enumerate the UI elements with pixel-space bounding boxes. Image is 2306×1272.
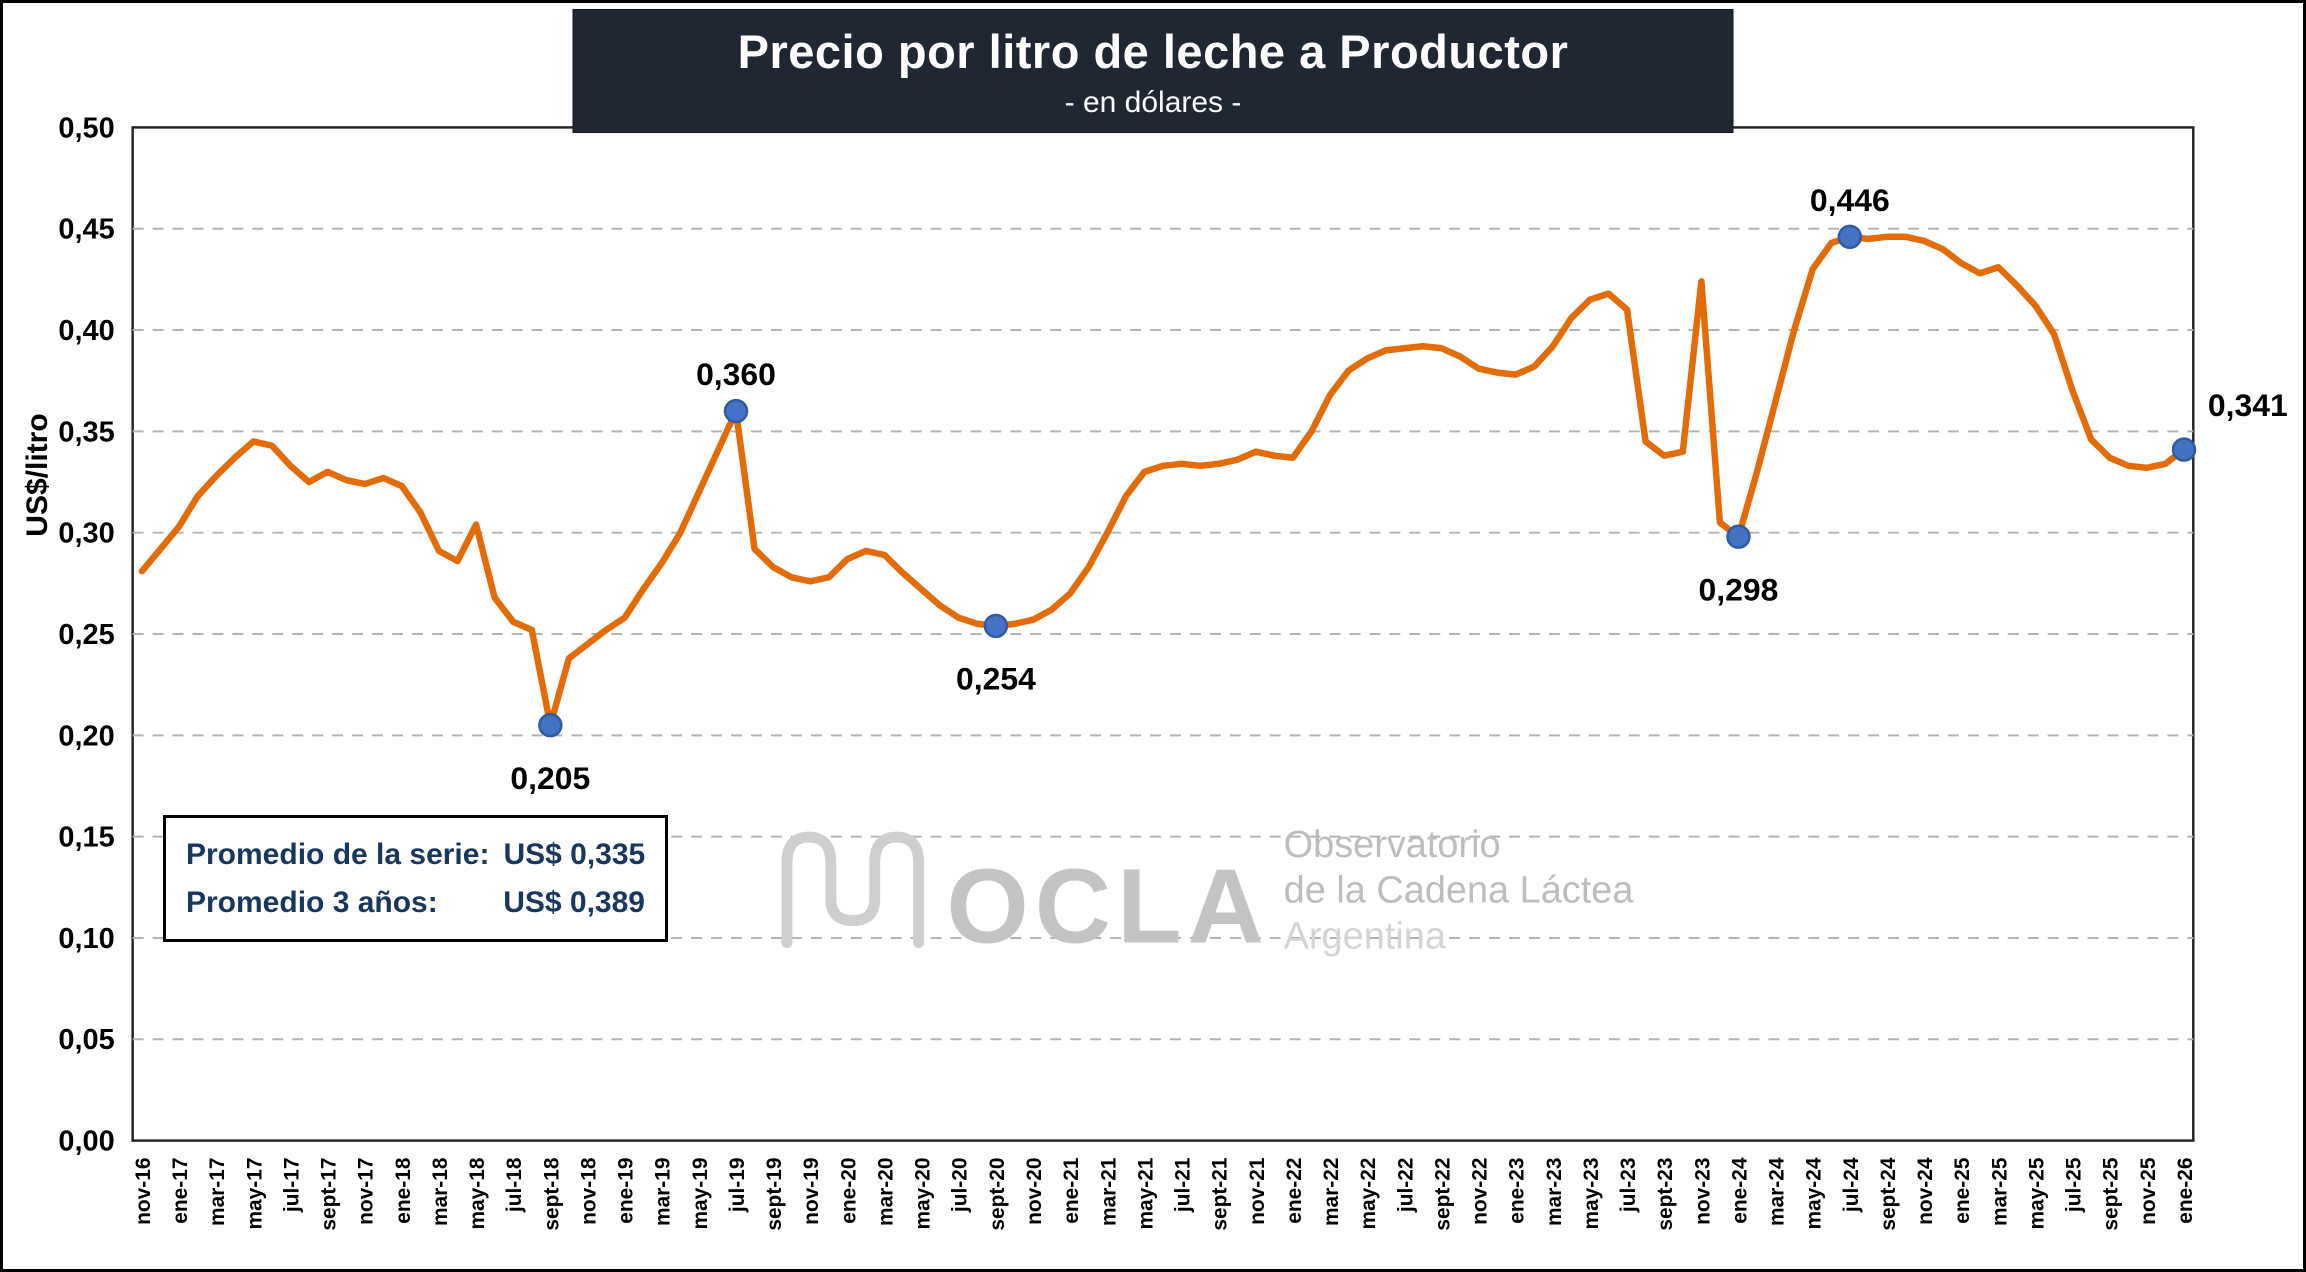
x-tick-label: nov-16 bbox=[132, 1158, 155, 1225]
y-tick-label: 0,30 bbox=[58, 518, 114, 550]
x-tick-label: mar-22 bbox=[1320, 1158, 1343, 1227]
x-tick-label: ene-22 bbox=[1283, 1158, 1306, 1224]
x-tick-label: sept-23 bbox=[1654, 1158, 1677, 1231]
x-tick-label: nov-23 bbox=[1691, 1158, 1714, 1225]
x-tick-label: nov-20 bbox=[1023, 1158, 1046, 1225]
data-point-marker bbox=[723, 398, 749, 424]
data-point-marker bbox=[2171, 437, 2197, 462]
x-tick-label: jul-24 bbox=[1840, 1157, 1863, 1213]
x-tick-label: jul-19 bbox=[726, 1158, 749, 1214]
x-tick-label: sept-25 bbox=[2100, 1157, 2123, 1230]
y-tick-label: 0,25 bbox=[58, 619, 114, 651]
x-tick-label: mar-18 bbox=[429, 1158, 452, 1227]
y-tick-label: 0,05 bbox=[58, 1024, 114, 1056]
watermark-line: Observatorio bbox=[1284, 824, 1501, 866]
x-tick-label: ene-23 bbox=[1506, 1158, 1529, 1224]
x-tick-label: nov-18 bbox=[577, 1158, 600, 1225]
watermark-acronym: OCLA bbox=[947, 848, 1270, 966]
y-tick-label: 0,15 bbox=[58, 822, 114, 854]
x-tick-label: jul-25 bbox=[2063, 1157, 2086, 1213]
watermark-line: Argentina bbox=[1284, 916, 1447, 958]
x-tick-label: jul-17 bbox=[280, 1158, 303, 1214]
chart-title: Precio por litro de leche a Productor bbox=[737, 25, 1569, 78]
x-tick-label: may-19 bbox=[689, 1158, 712, 1230]
x-tick-label: jul-21 bbox=[1171, 1157, 1194, 1213]
x-tick-label: may-21 bbox=[1134, 1157, 1157, 1229]
average-info-box: Promedio de la serie: US$ 0,335 Promedio… bbox=[163, 815, 668, 942]
y-tick-label: 0,50 bbox=[58, 112, 114, 144]
data-point-marker bbox=[538, 713, 563, 738]
x-tick-label: nov-19 bbox=[800, 1158, 823, 1225]
series-average-row: Promedio de la serie: US$ 0,335 bbox=[186, 831, 645, 879]
x-tick-label: may-25 bbox=[2025, 1157, 2048, 1229]
data-point-label: 0,254 bbox=[956, 661, 1036, 697]
x-tick-label: sept-21 bbox=[1209, 1157, 1232, 1230]
x-tick-label: nov-25 bbox=[2137, 1157, 2160, 1225]
data-point-label: 0,298 bbox=[1699, 571, 1779, 607]
x-tick-label: ene-24 bbox=[1728, 1157, 1751, 1224]
y-tick-label: 0,45 bbox=[58, 214, 114, 246]
x-tick-label: ene-17 bbox=[169, 1158, 192, 1224]
y-tick-label: 0,40 bbox=[58, 315, 114, 347]
x-tick-label: may-17 bbox=[243, 1158, 266, 1230]
x-tick-label: may-22 bbox=[1357, 1158, 1380, 1230]
x-tick-label: nov-22 bbox=[1469, 1158, 1492, 1225]
x-tick-label: mar-19 bbox=[652, 1158, 675, 1227]
data-point-label: 0,341 bbox=[2208, 387, 2288, 423]
x-tick-label: mar-24 bbox=[1766, 1157, 1789, 1226]
x-tick-label: nov-24 bbox=[1914, 1157, 1937, 1225]
data-point-marker bbox=[1726, 524, 1751, 549]
x-tick-label: mar-25 bbox=[1988, 1157, 2011, 1226]
x-tick-label: may-20 bbox=[912, 1158, 935, 1230]
x-tick-label: sept-24 bbox=[1877, 1157, 1900, 1230]
chart-subtitle: - en dólares - bbox=[1064, 86, 1242, 119]
y-tick-label: 0,20 bbox=[58, 720, 114, 752]
series-average-value: US$ 0,335 bbox=[503, 838, 646, 871]
y-axis-title: US$/litro bbox=[21, 413, 54, 537]
chart-title-box: Precio por litro de leche a Productor - … bbox=[572, 9, 1734, 133]
price-line-chart: 0,00 0,05 0,10 0,15 0,20 0,25 0,30 0,35 0,40 0,45… bbox=[58, 112, 2288, 1231]
x-tick-label: ene-26 bbox=[2174, 1158, 2197, 1224]
x-tick-label: jul-22 bbox=[1394, 1158, 1417, 1214]
x-tick-label: may-23 bbox=[1580, 1158, 1603, 1230]
data-point-label: 0,360 bbox=[696, 356, 776, 392]
y-tick-label: 0,00 bbox=[58, 1126, 114, 1158]
x-tick-label: ene-20 bbox=[837, 1158, 860, 1224]
x-tick-label: may-24 bbox=[1803, 1157, 1826, 1229]
data-point-label: 0,205 bbox=[510, 760, 590, 796]
x-tick-label: jul-20 bbox=[949, 1158, 972, 1214]
x-tick-label: jul-18 bbox=[503, 1158, 526, 1214]
x-tick-label: mar-17 bbox=[206, 1158, 229, 1227]
data-point-label: 0,446 bbox=[1810, 182, 1890, 218]
x-tick-label: nov-21 bbox=[1246, 1157, 1269, 1225]
watermark-line: de la Cadena Láctea bbox=[1284, 870, 1635, 912]
x-tick-label: jul-23 bbox=[1617, 1158, 1640, 1214]
x-tick-label: ene-19 bbox=[615, 1158, 638, 1224]
x-tick-label: ene-18 bbox=[392, 1158, 415, 1224]
x-tick-label: may-18 bbox=[466, 1158, 489, 1230]
x-tick-label: mar-20 bbox=[874, 1158, 897, 1227]
data-point-marker bbox=[983, 613, 1009, 639]
x-tick-label: nov-17 bbox=[355, 1158, 378, 1225]
three-year-average-row: Promedio 3 años: US$ 0,389 bbox=[186, 879, 645, 927]
x-tick-label: sept-22 bbox=[1431, 1158, 1454, 1231]
x-tick-label: ene-21 bbox=[1060, 1157, 1083, 1224]
series-average-label: Promedio de la serie: bbox=[186, 838, 490, 871]
y-tick-label: 0,10 bbox=[58, 923, 114, 955]
x-tick-label: mar-21 bbox=[1097, 1157, 1120, 1226]
x-tick-label: ene-25 bbox=[1951, 1157, 1974, 1224]
x-tick-label: sept-17 bbox=[318, 1158, 341, 1231]
data-point-marker bbox=[1837, 224, 1863, 250]
y-tick-label: 0,35 bbox=[58, 416, 114, 448]
x-tick-label: sept-18 bbox=[540, 1158, 563, 1231]
three-year-average-value: US$ 0,389 bbox=[503, 886, 645, 919]
ocla-logo-icon bbox=[781, 831, 925, 949]
x-tick-label: sept-20 bbox=[986, 1158, 1009, 1231]
three-year-average-label: Promedio 3 años: bbox=[186, 886, 438, 919]
x-tick-label: sept-19 bbox=[763, 1158, 786, 1231]
x-tick-label: mar-23 bbox=[1543, 1158, 1566, 1227]
